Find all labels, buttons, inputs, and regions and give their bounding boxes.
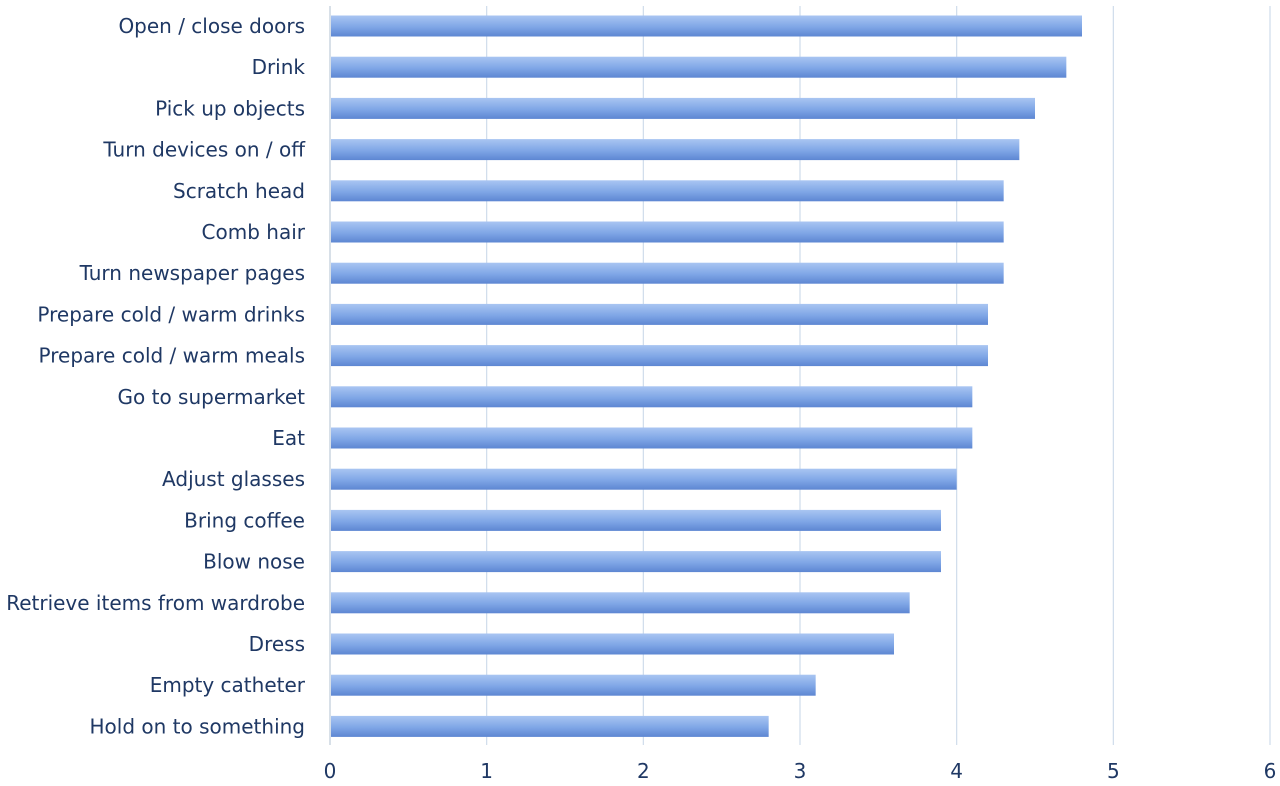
bar — [331, 139, 1020, 161]
category-labels: Open / close doors Drink Pick up objects Tu… — [6, 14, 306, 738]
category-label: Pick up objects — [155, 96, 305, 120]
category-label: Comb hair — [202, 220, 306, 244]
category-label: Hold on to something — [90, 714, 305, 738]
category-label: Drink — [252, 55, 306, 79]
category-label: Adjust glasses — [162, 467, 305, 491]
bar — [331, 180, 1004, 202]
x-tick-label: 2 — [637, 759, 650, 783]
category-label: Dress — [249, 632, 305, 656]
bar — [331, 386, 973, 408]
category-label: Retrieve items from wardrobe — [6, 591, 305, 615]
bar — [331, 56, 1067, 78]
bar — [331, 221, 1004, 243]
category-label: Turn newspaper pages — [79, 261, 305, 285]
category-label: Blow nose — [203, 550, 305, 574]
bar — [331, 633, 894, 655]
bar — [331, 262, 1004, 284]
category-label: Open / close doors — [118, 14, 305, 38]
bar — [331, 15, 1082, 37]
bar — [331, 345, 988, 367]
bar — [331, 97, 1035, 119]
x-tick-label: 3 — [794, 759, 807, 783]
gridlines — [329, 6, 1271, 745]
bar — [331, 468, 957, 490]
x-tick-label: 4 — [950, 759, 963, 783]
category-label: Empty catheter — [150, 673, 306, 697]
x-tick-label: 0 — [324, 759, 337, 783]
x-tick-label: 1 — [480, 759, 493, 783]
x-tick-label: 6 — [1264, 759, 1277, 783]
x-tick-labels: 0 1 2 3 4 5 6 — [324, 759, 1277, 783]
bar — [331, 427, 973, 449]
category-label: Go to supermarket — [118, 385, 306, 409]
category-label: Prepare cold / warm meals — [39, 344, 305, 368]
bar — [331, 551, 941, 573]
bar — [331, 509, 941, 531]
category-label: Eat — [272, 426, 305, 450]
bar — [331, 674, 816, 696]
bars — [331, 15, 1082, 737]
bar — [331, 592, 910, 614]
category-label: Prepare cold / warm drinks — [37, 302, 305, 326]
category-label: Scratch head — [173, 179, 305, 203]
category-label: Bring coffee — [184, 508, 305, 532]
bar — [331, 303, 988, 325]
x-tick-label: 5 — [1107, 759, 1120, 783]
category-label: Turn devices on / off — [102, 138, 306, 162]
bar — [331, 715, 769, 737]
